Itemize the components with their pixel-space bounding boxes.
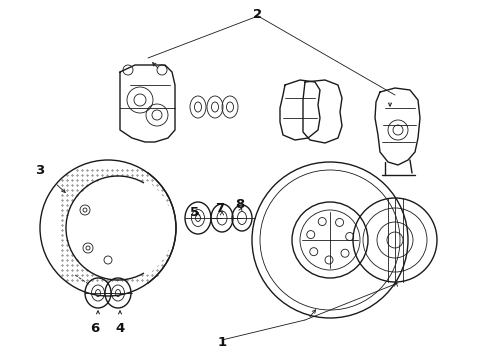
Text: 5: 5 [191, 206, 199, 219]
Wedge shape [118, 180, 173, 276]
Text: 8: 8 [235, 198, 245, 211]
Text: 1: 1 [218, 336, 226, 348]
Text: 4: 4 [115, 321, 124, 334]
Text: 2: 2 [253, 8, 263, 21]
Text: 3: 3 [35, 163, 45, 176]
Text: 6: 6 [90, 321, 99, 334]
Text: 7: 7 [216, 202, 224, 215]
